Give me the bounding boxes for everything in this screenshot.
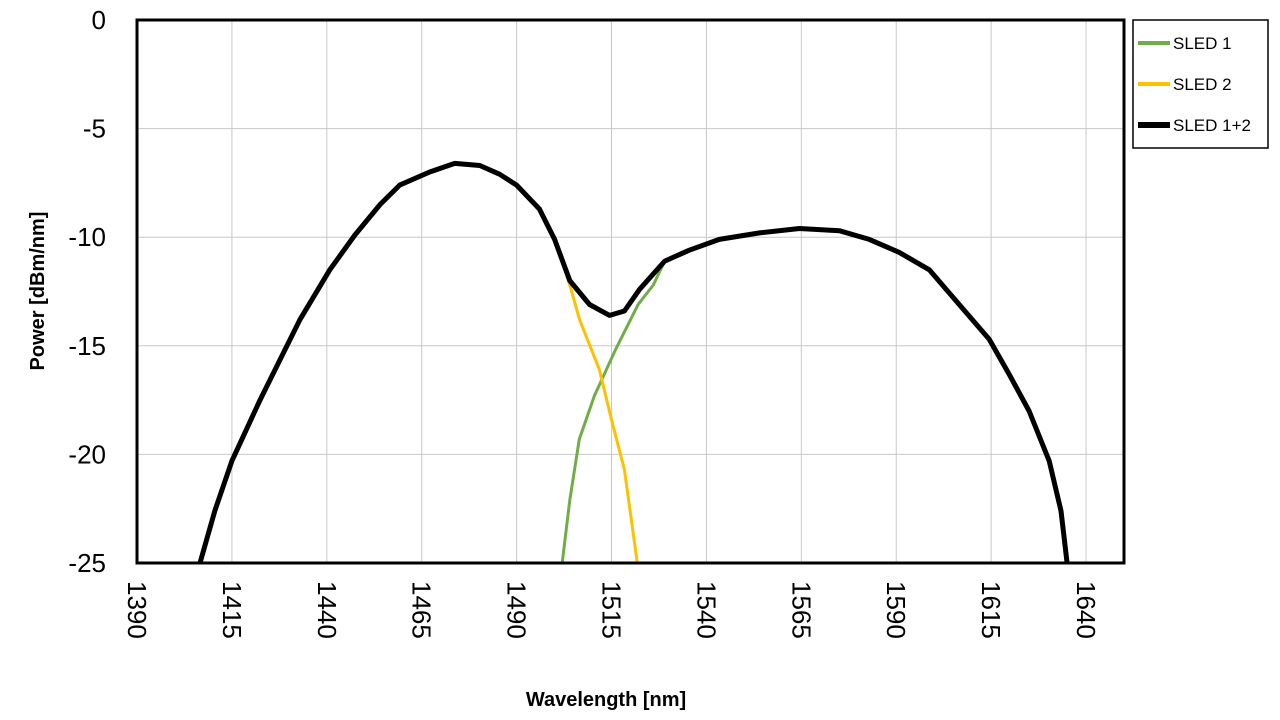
y-tick-label: -25 [68,548,106,578]
y-tick-label: -15 [68,331,106,361]
x-tick-label: 1415 [217,581,247,639]
y-tick-label: 0 [92,5,106,35]
legend: SLED 1 SLED 2 SLED 1+2 [1132,19,1269,149]
x-tick-label: 1565 [786,581,816,639]
x-tick-label: 1515 [597,581,627,639]
y-tick-label: -20 [68,439,106,469]
x-tick-label: 1640 [1071,581,1101,639]
x-tick-label: 1465 [407,581,437,639]
legend-label: SLED 1 [1173,34,1232,53]
plot-frame [135,18,1126,565]
x-tick-label: 1590 [881,581,911,639]
y-tick-label: -10 [68,222,106,252]
legend-label: SLED 1+2 [1173,116,1251,135]
series-line-2 [198,161,639,564]
x-tick-label: 1390 [122,581,152,639]
y-tick-label: -5 [83,114,106,144]
x-tick-label: 1615 [976,581,1006,639]
legend-label: SLED 2 [1173,75,1232,94]
x-tick-label: 1490 [502,581,532,639]
y-axis-label: Power [dBm/nm] [27,212,49,371]
series-line-3 [197,160,1070,564]
x-tick-label: 1540 [691,581,721,639]
x-tick-label: 1440 [312,581,342,639]
x-axis-label: Wavelength [nm] [526,689,686,711]
